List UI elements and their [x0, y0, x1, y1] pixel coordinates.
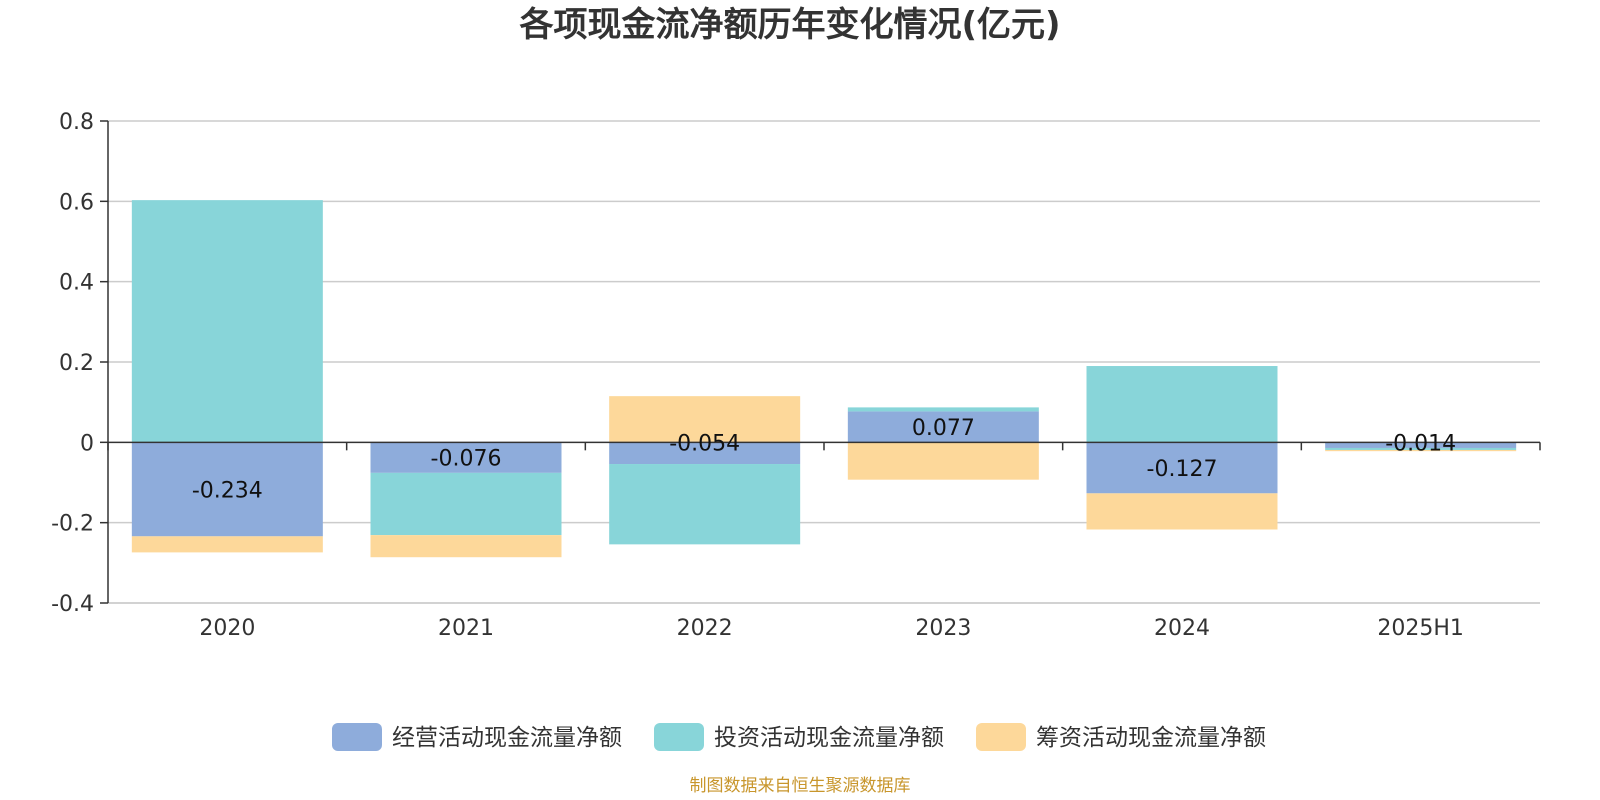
bar-segment: [847, 407, 1039, 412]
x-tick-label: 2024: [1154, 616, 1210, 641]
source-note: 制图数据来自恒生聚源数据库: [690, 776, 911, 796]
data-label: -0.076: [431, 447, 502, 472]
y-tick-label: 0.8: [59, 110, 94, 135]
y-tick-label: 0.2: [59, 351, 94, 376]
bar-layer: [131, 200, 1517, 558]
bar-segment: [609, 396, 801, 443]
bar-segment: [1325, 442, 1517, 448]
legend-label: 筹资活动现金流量净额: [1036, 725, 1266, 751]
x-tick-label: 2025H1: [1377, 616, 1464, 641]
axis-layer: 0.8 0.6 0.4 0.2 0 -0.2 -0.4 2020 2021 2022 2023 202…: [51, 110, 1541, 641]
data-label: -0.234: [192, 478, 263, 503]
bar-segment: [370, 442, 562, 473]
bar-segment: [370, 535, 562, 558]
bar-segment: [1325, 449, 1517, 452]
y-tick-label: -0.2: [51, 512, 94, 537]
data-label: -0.014: [1385, 431, 1456, 456]
data-label: 0.077: [912, 416, 975, 441]
legend-swatch: [332, 723, 382, 751]
legend-swatch: [976, 723, 1026, 751]
legend: 经营活动现金流量净额 投资活动现金流量净额 筹资活动现金流量净额: [332, 723, 1266, 751]
y-tick-label: 0: [80, 431, 94, 456]
bar-segment: [131, 442, 323, 537]
bar-segment: [370, 472, 562, 536]
data-label: -0.054: [669, 431, 740, 456]
y-tick-label: -0.4: [51, 592, 94, 617]
bar-segment: [1086, 493, 1278, 530]
bar-segment: [847, 411, 1039, 443]
x-tick-label: 2021: [438, 616, 494, 641]
bar-segment: [609, 464, 801, 545]
bar-segment: [847, 442, 1039, 480]
y-tick-label: 0.4: [59, 271, 94, 296]
legend-label: 投资活动现金流量净额: [714, 725, 944, 751]
bar-segment: [1086, 442, 1278, 494]
x-tick-label: 2022: [677, 616, 733, 641]
legend-swatch: [654, 723, 704, 751]
data-label: -0.127: [1147, 457, 1218, 482]
bar-segment: [131, 536, 323, 553]
bar-segment: [131, 200, 323, 443]
bar-segment: [609, 442, 801, 465]
bar-segment: [1325, 447, 1517, 450]
data-label-layer: -0.234 -0.076 -0.054 0.077 -0.127 -0.014: [192, 416, 1456, 503]
x-tick-label: 2023: [915, 616, 971, 641]
x-tick-label: 2020: [199, 616, 255, 641]
y-tick-label: 0.6: [59, 190, 94, 215]
legend-label: 经营活动现金流量净额: [392, 725, 622, 751]
chart-title: 各项现金流净额历年变化情况(亿元): [519, 5, 1060, 45]
bar-segment: [1086, 366, 1278, 443]
